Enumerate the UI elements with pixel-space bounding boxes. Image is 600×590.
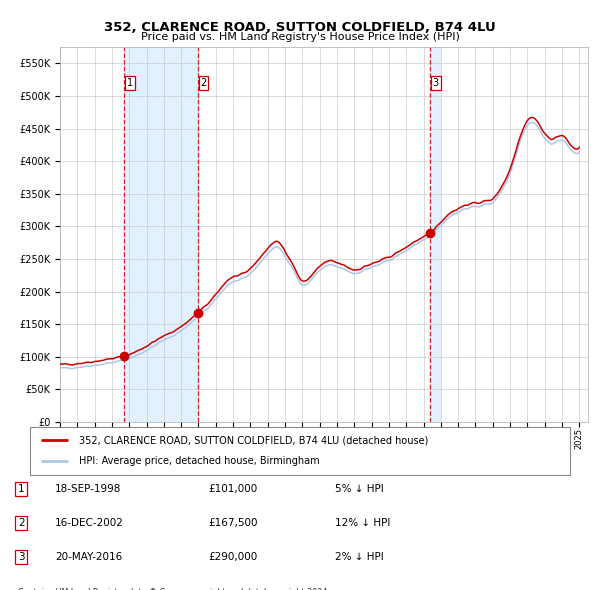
Text: £290,000: £290,000 <box>208 552 257 562</box>
Text: 2% ↓ HPI: 2% ↓ HPI <box>335 552 383 562</box>
Text: 12% ↓ HPI: 12% ↓ HPI <box>335 518 390 528</box>
Text: 18-SEP-1998: 18-SEP-1998 <box>55 484 122 494</box>
Text: 2: 2 <box>200 78 206 88</box>
Text: 5% ↓ HPI: 5% ↓ HPI <box>335 484 383 494</box>
Text: 2: 2 <box>18 518 25 528</box>
Bar <box>430 47 440 422</box>
Text: 1: 1 <box>18 484 25 494</box>
Text: £167,500: £167,500 <box>208 518 257 528</box>
Text: Price paid vs. HM Land Registry's House Price Index (HPI): Price paid vs. HM Land Registry's House … <box>140 32 460 42</box>
Text: £101,000: £101,000 <box>208 484 257 494</box>
Text: 352, CLARENCE ROAD, SUTTON COLDFIELD, B74 4LU: 352, CLARENCE ROAD, SUTTON COLDFIELD, B7… <box>104 21 496 34</box>
Text: 16-DEC-2002: 16-DEC-2002 <box>55 518 124 528</box>
FancyBboxPatch shape <box>30 427 570 475</box>
Text: 352, CLARENCE ROAD, SUTTON COLDFIELD, B74 4LU (detached house): 352, CLARENCE ROAD, SUTTON COLDFIELD, B7… <box>79 435 428 445</box>
Text: 1: 1 <box>127 78 133 88</box>
Text: 3: 3 <box>433 78 439 88</box>
Text: Contains HM Land Registry data © Crown copyright and database right 2024.: Contains HM Land Registry data © Crown c… <box>18 588 329 590</box>
Text: 3: 3 <box>18 552 25 562</box>
Bar <box>124 47 198 422</box>
Text: 20-MAY-2016: 20-MAY-2016 <box>55 552 122 562</box>
Text: HPI: Average price, detached house, Birmingham: HPI: Average price, detached house, Birm… <box>79 457 319 467</box>
